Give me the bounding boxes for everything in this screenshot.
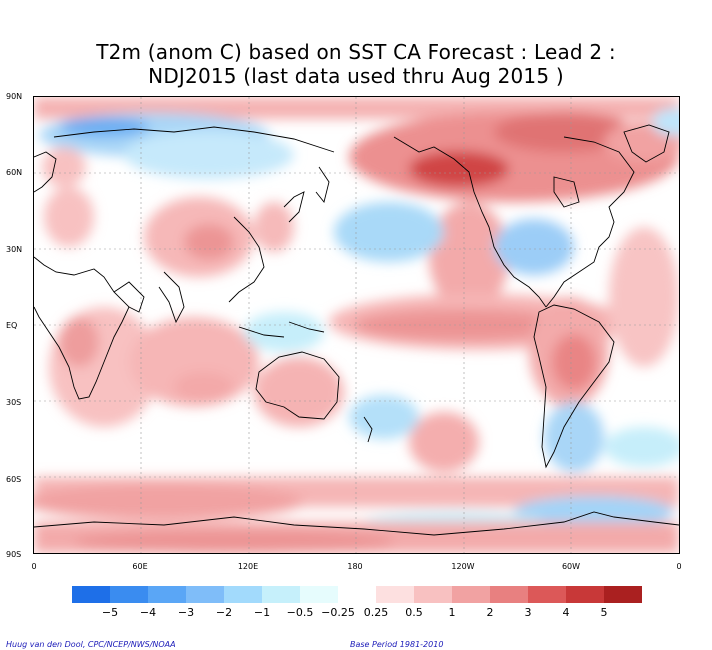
lat-label-90s: 90S — [6, 550, 22, 559]
lat-label-30n: 30N — [6, 245, 23, 254]
coastlines — [34, 124, 679, 536]
colorbar-swatch — [452, 586, 490, 603]
colorbar-swatch — [262, 586, 300, 603]
colorbar-label: −5 — [101, 606, 119, 619]
colorbar-label: 1 — [448, 606, 456, 619]
colorbar-swatch — [224, 586, 262, 603]
colorbar-swatch — [528, 586, 566, 603]
colorbar-swatch — [490, 586, 528, 603]
base-period-credit: Base Period 1981-2010 — [350, 640, 444, 649]
colorbar-label: −2 — [215, 606, 233, 619]
colorbar-swatch — [186, 586, 224, 603]
colorbar-swatch — [604, 586, 642, 603]
lat-label-30s: 30S — [6, 398, 22, 407]
author-credit: Huug van den Dool, CPC/NCEP/NWS/NOAA — [6, 640, 176, 649]
lon-label-60e: 60E — [132, 562, 148, 571]
anomaly-map — [33, 96, 680, 554]
colorbar-label: 5 — [600, 606, 608, 619]
colorbar-label: 2 — [486, 606, 494, 619]
colorbar-swatch — [338, 586, 376, 603]
lon-label-60w: 60W — [561, 562, 581, 571]
colorbar-swatch — [300, 586, 338, 603]
lon-label-0: 0 — [31, 562, 37, 571]
lat-label-eq: EQ — [6, 321, 18, 330]
colorbar-label: −0.25 — [321, 606, 355, 619]
colorbar-label: −1 — [253, 606, 271, 619]
colorbar-label: 0.5 — [405, 606, 423, 619]
lat-label-60s: 60S — [6, 475, 22, 484]
graticule — [34, 97, 679, 553]
colorbar-swatch — [110, 586, 148, 603]
colorbar-swatch — [414, 586, 452, 603]
colorbar-swatch — [376, 586, 414, 603]
lon-label-180: 180 — [347, 562, 363, 571]
lat-label-60n: 60N — [6, 168, 23, 177]
map-title-line1: T2m (anom C) based on SST CA Forecast : … — [96, 40, 616, 64]
lon-label-120e: 120E — [237, 562, 259, 571]
colorbar — [72, 586, 642, 603]
colorbar-swatch — [148, 586, 186, 603]
colorbar-label: 3 — [524, 606, 532, 619]
anomaly-field — [34, 97, 679, 553]
colorbar-label: −3 — [177, 606, 195, 619]
colorbar-label: 0.25 — [363, 606, 389, 619]
colorbar-label: −4 — [139, 606, 157, 619]
lat-label-90n: 90N — [6, 92, 23, 101]
colorbar-swatch — [72, 586, 110, 603]
lon-label-120w: 120W — [451, 562, 475, 571]
lon-label-0-right: 0 — [676, 562, 682, 571]
map-title-line2: NDJ2015 (last data used thru Aug 2015 ) — [148, 64, 564, 88]
colorbar-label: 4 — [562, 606, 570, 619]
colorbar-swatch — [566, 586, 604, 603]
colorbar-label: −0.5 — [286, 606, 314, 619]
